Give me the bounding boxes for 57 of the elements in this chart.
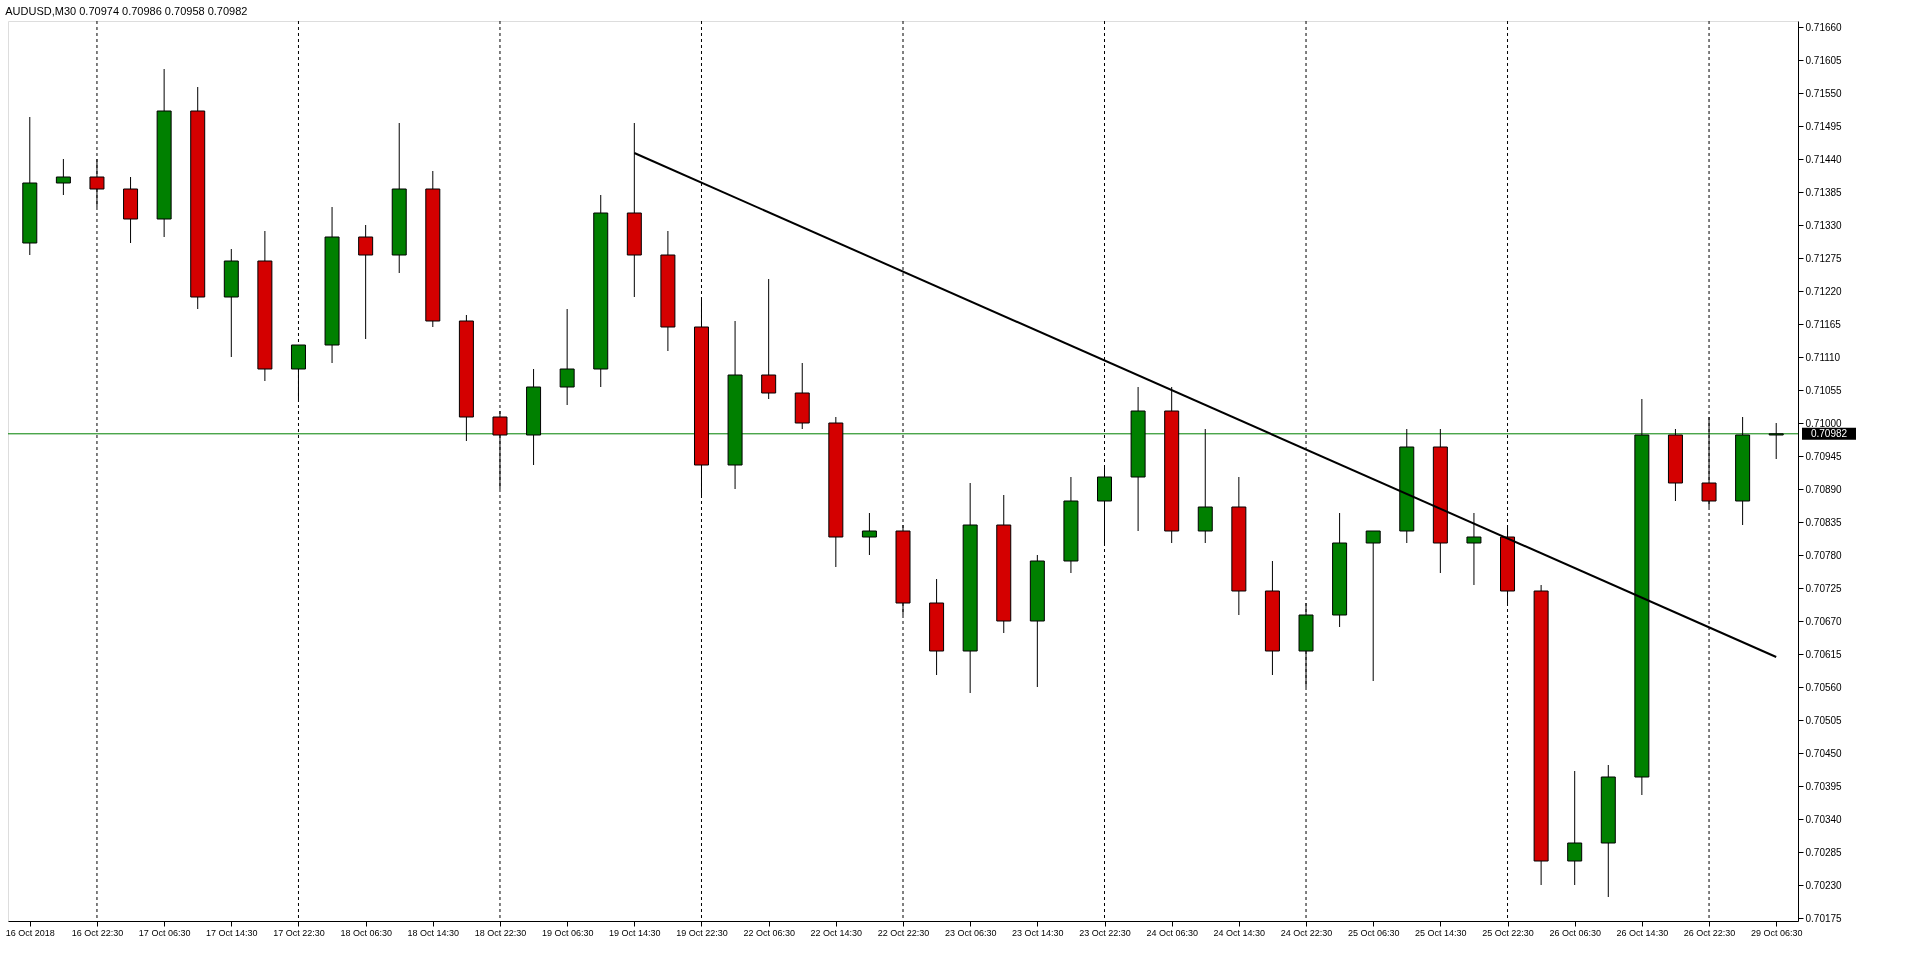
y-tick-label: 0.70340	[1805, 813, 1843, 825]
y-tick-label: 0.71220	[1805, 285, 1843, 297]
y-tick-label: 0.70725	[1805, 582, 1843, 594]
x-tick-label: 17 Oct 14:30	[206, 927, 258, 938]
x-tick-label: 25 Oct 14:30	[1415, 927, 1467, 938]
chart-title: AUDUSD,M30 0.70974 0.70986 0.70958 0.70982	[5, 4, 248, 17]
y-tick-label: 0.71550	[1805, 87, 1843, 99]
y-tick-label: 0.71495	[1805, 120, 1843, 132]
x-tick-label: 18 Oct 22:30	[474, 927, 527, 938]
y-tick-label: 0.71385	[1805, 186, 1843, 198]
x-tick-label: 29 Oct 06:30	[1750, 927, 1803, 938]
y-tick-label: 0.70615	[1805, 648, 1843, 660]
x-tick-label: 17 Oct 22:30	[273, 927, 325, 938]
x-tick-label: 25 Oct 22:30	[1482, 927, 1534, 938]
y-tick-label: 0.71275	[1805, 252, 1843, 264]
y-tick-label: 0.70670	[1805, 615, 1843, 627]
x-tick-label: 24 Oct 22:30	[1280, 927, 1333, 938]
y-tick-label: 0.71330	[1805, 219, 1843, 231]
y-tick-label: 0.70945	[1805, 450, 1843, 462]
ref-line-label: 0.70982	[1810, 427, 1848, 439]
x-tick-label: 25 Oct 06:30	[1347, 927, 1400, 938]
y-tick-label: 0.70560	[1805, 681, 1843, 693]
x-tick-label: 24 Oct 06:30	[1146, 927, 1198, 938]
y-tick-label: 0.70835	[1805, 516, 1843, 528]
x-tick-label: 22 Oct 22:30	[877, 927, 930, 938]
y-tick-label: 0.71000	[1805, 417, 1843, 429]
y-tick-label: 0.71605	[1805, 54, 1843, 66]
y-tick-label: 0.71055	[1805, 384, 1843, 396]
y-tick-label: 0.71440	[1805, 153, 1843, 165]
y-tick-label: 0.70285	[1805, 846, 1843, 858]
x-tick-label: 26 Oct 06:30	[1549, 927, 1601, 938]
y-tick-label: 0.71165	[1805, 318, 1842, 330]
x-tick-label: 19 Oct 06:30	[541, 927, 594, 938]
y-tick-label: 0.70395	[1805, 780, 1843, 792]
x-tick-label: 19 Oct 14:30	[609, 927, 661, 938]
x-tick-label: 17 Oct 06:30	[138, 927, 191, 938]
y-tick-label: 0.70450	[1805, 747, 1843, 759]
x-tick-label: 16 Oct 22:30	[71, 927, 124, 938]
x-tick-label: 23 Oct 14:30	[1012, 927, 1064, 938]
x-tick-label: 23 Oct 06:30	[944, 927, 997, 938]
x-tick-label: 19 Oct 22:30	[676, 927, 728, 938]
y-tick-label: 0.71110	[1805, 351, 1841, 363]
x-tick-label: 16 Oct 2018	[5, 927, 55, 938]
y-tick-label: 0.71660	[1805, 21, 1843, 33]
x-tick-label: 18 Oct 06:30	[340, 927, 392, 938]
y-tick-label: 0.70780	[1805, 549, 1843, 561]
y-tick-label: 0.70230	[1805, 879, 1843, 891]
x-tick-label: 22 Oct 06:30	[743, 927, 795, 938]
x-tick-label: 26 Oct 14:30	[1616, 927, 1669, 938]
y-tick-label: 0.70175	[1805, 912, 1843, 924]
x-tick-label: 26 Oct 22:30	[1683, 927, 1736, 938]
x-tick-label: 24 Oct 14:30	[1213, 927, 1266, 938]
x-tick-label: 18 Oct 14:30	[407, 927, 460, 938]
x-tick-label: 23 Oct 22:30	[1079, 927, 1131, 938]
y-tick-label: 0.70505	[1805, 714, 1843, 726]
x-tick-label: 22 Oct 14:30	[810, 927, 863, 938]
y-tick-label: 0.70890	[1805, 483, 1843, 495]
